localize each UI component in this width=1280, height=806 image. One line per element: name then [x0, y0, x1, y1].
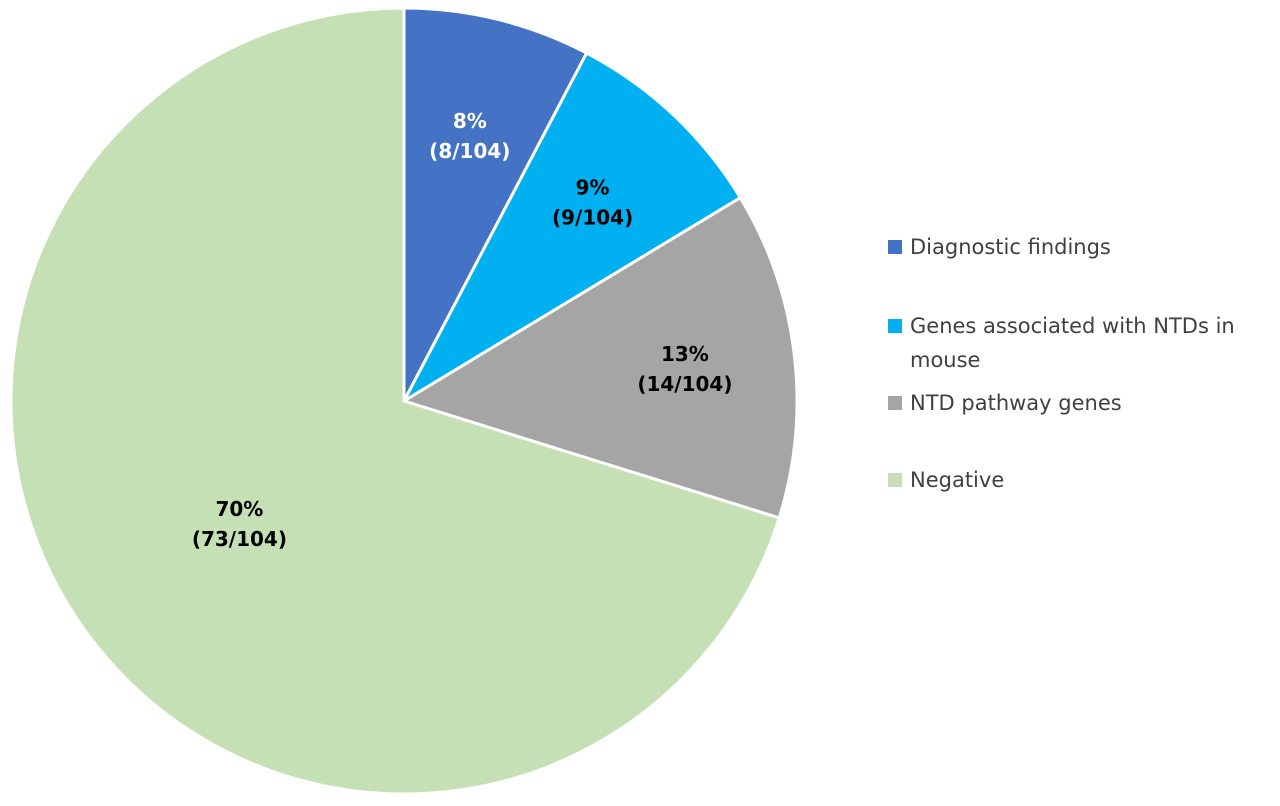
- data-label-percent: 8%: [453, 109, 487, 133]
- data-label-2: 9% (9/104): [552, 176, 633, 230]
- legend-label-1: Diagnostic findings: [910, 235, 1111, 259]
- legend-swatch-1: [888, 240, 902, 254]
- data-label-percent: 70%: [215, 497, 263, 521]
- legend-swatch-2: [888, 319, 902, 333]
- data-label-percent: 13%: [661, 342, 709, 366]
- legend-label-4: Negative: [910, 468, 1004, 492]
- data-label-3: 13% (14/104): [637, 342, 732, 396]
- data-label-fraction: (8/104): [429, 139, 510, 163]
- legend-label-3: NTD pathway genes: [910, 391, 1122, 415]
- data-label-fraction: (73/104): [192, 527, 287, 551]
- data-label-1: 8% (8/104): [429, 109, 510, 163]
- legend-swatch-4: [888, 473, 902, 487]
- legend-swatch-3: [888, 396, 902, 410]
- pie-slice-1: [402, 6, 589, 403]
- pie-data-labels: 8% (8/104) 9% (9/104) 13% (14/104) 70% (73/104): [192, 109, 733, 551]
- data-label-fraction: (9/104): [552, 206, 633, 230]
- legend-label-2: Genes associated with NTDs in mouse: [910, 314, 1235, 372]
- data-label-fraction: (14/104): [637, 372, 732, 396]
- pie-slice-2: [402, 51, 742, 403]
- data-label-4: 70% (73/104): [192, 497, 287, 551]
- pie-slice-3: [402, 196, 799, 520]
- pie-slice-4: [9, 6, 781, 796]
- pie-slices: [9, 6, 799, 796]
- data-label-percent: 9%: [576, 176, 610, 200]
- legend: Diagnostic findings Genes associated with…: [888, 235, 1235, 492]
